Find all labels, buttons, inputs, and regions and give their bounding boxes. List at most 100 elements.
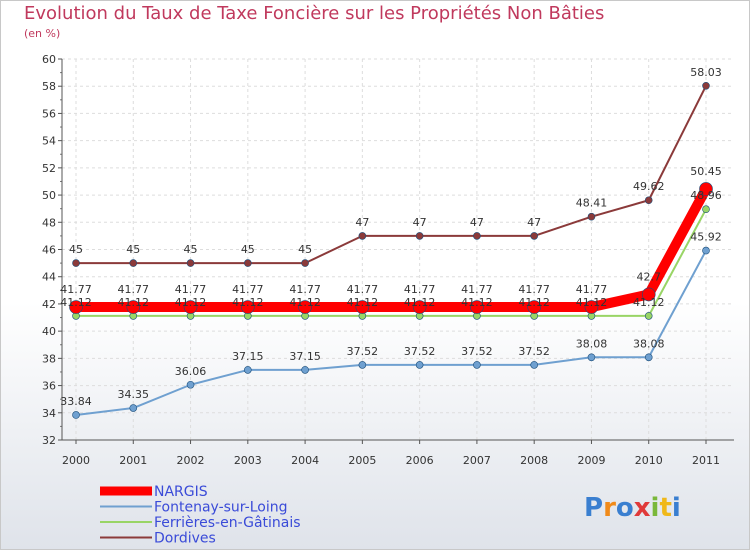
data-label: 41.12 <box>347 296 379 309</box>
x-tick-label: 2003 <box>234 454 262 467</box>
data-label: 45 <box>241 243 255 256</box>
y-tick-label: 58 <box>42 80 56 93</box>
data-label: 37.15 <box>289 350 321 363</box>
y-tick-label: 46 <box>42 244 56 257</box>
data-label: 41.77 <box>289 283 321 296</box>
data-label: 38.08 <box>633 337 665 350</box>
data-label: 45 <box>184 243 198 256</box>
data-point <box>129 404 138 412</box>
data-label: 41.12 <box>461 296 493 309</box>
data-point <box>72 411 80 419</box>
chart-subtitle: (en %) <box>24 27 61 40</box>
proxiti-logo: Proxiti <box>584 493 681 523</box>
data-label: 37.15 <box>232 350 264 363</box>
x-tick-label: 2008 <box>520 454 548 467</box>
data-label: 41.77 <box>576 283 608 296</box>
data-label: 41.12 <box>175 296 207 309</box>
data-label: 49.62 <box>633 180 665 193</box>
series-line-dordives <box>75 84 707 265</box>
legend-label: Dordives <box>154 531 216 547</box>
x-tick-label: 2002 <box>177 454 205 467</box>
data-point <box>415 361 424 369</box>
y-axis-ticks: 32 34 36 38 40 42 44 46 48 50 52 54 56 58 60 <box>42 53 56 447</box>
y-tick-label: 34 <box>42 407 56 420</box>
y-tick-label: 40 <box>42 325 56 338</box>
data-point <box>355 300 370 314</box>
data-label: 48.41 <box>576 197 608 210</box>
data-point <box>72 259 80 267</box>
data-label: 41.77 <box>461 283 493 296</box>
data-point <box>530 361 538 369</box>
legend-label: Ferrières-en-Gâtinais <box>154 515 301 531</box>
data-label: 41.12 <box>289 296 321 309</box>
x-tick-label: 2011 <box>692 454 720 467</box>
data-point <box>587 212 596 221</box>
data-label: 41.12 <box>518 296 550 309</box>
data-point <box>584 300 599 314</box>
data-label: 38.08 <box>576 337 608 350</box>
data-label: 45 <box>298 243 312 256</box>
data-label: 47 <box>527 216 541 229</box>
data-point <box>644 196 653 205</box>
data-label: 37.52 <box>461 345 493 358</box>
logo-text: Proxiti <box>584 493 681 523</box>
y-tick-label: 48 <box>42 216 56 229</box>
y-tick-label: 44 <box>42 271 56 284</box>
x-tick-label: 2007 <box>463 454 491 467</box>
data-label: 37.52 <box>347 345 379 358</box>
data-point <box>183 300 198 314</box>
y-tick-label: 50 <box>42 189 56 202</box>
y-tick-label: 52 <box>42 162 56 175</box>
data-point <box>702 82 710 90</box>
data-label: 36.06 <box>175 365 207 378</box>
data-point <box>358 232 367 240</box>
data-label: 41.77 <box>118 283 150 296</box>
data-label: 47 <box>470 216 484 229</box>
data-point <box>244 259 252 267</box>
y-tick-label: 56 <box>42 107 56 120</box>
series-line-nargis <box>71 183 711 313</box>
data-label: 41.12 <box>60 296 92 309</box>
series-line-fontenay-sur-loing <box>75 249 707 416</box>
data-label: 41.12 <box>232 296 264 309</box>
data-label: 34.35 <box>118 388 150 401</box>
data-label: 42.7 <box>636 270 661 283</box>
grid-lines <box>62 58 734 441</box>
data-point <box>699 182 713 196</box>
data-label: 41.12 <box>118 296 150 309</box>
data-label: 37.52 <box>404 345 436 358</box>
data-point <box>186 380 195 389</box>
y-tick-label: 42 <box>42 298 56 311</box>
x-tick-label: 2006 <box>406 454 434 467</box>
data-label: 41.77 <box>518 283 550 296</box>
data-point <box>702 205 710 214</box>
data-label: 41.77 <box>347 283 379 296</box>
y-tick-label: 60 <box>42 53 56 66</box>
data-point <box>126 300 141 314</box>
data-label: 41.12 <box>576 296 608 309</box>
y-tick-label: 54 <box>42 135 56 148</box>
x-tick-label: 2004 <box>291 454 319 467</box>
data-label: 47 <box>413 216 427 229</box>
data-point <box>473 361 481 369</box>
legend-label: NARGIS <box>154 484 208 500</box>
data-label: 41.77 <box>175 283 207 296</box>
y-tick-label: 36 <box>42 380 56 393</box>
data-point <box>69 300 83 314</box>
data-point <box>641 287 656 302</box>
series-line-ferri-res-en-g-tinais <box>75 208 707 317</box>
data-point <box>702 246 710 255</box>
data-point <box>301 259 309 267</box>
legend: NARGISFontenay-sur-LoingFerrières-en-Gât… <box>100 484 301 547</box>
data-point <box>186 259 195 267</box>
data-point <box>358 361 367 369</box>
data-point <box>241 300 255 314</box>
data-label: 41.12 <box>633 296 665 309</box>
data-label: 58.03 <box>690 66 722 79</box>
x-axis-ticks: 2000 2001 2002 2003 2004 2005 2006 2007 2008 2009… <box>62 454 720 467</box>
data-point <box>644 353 653 362</box>
data-labels: 41.77 41.77 41.77 41.77 41.77 41.77 41.77 41.77… <box>60 66 722 408</box>
data-point <box>587 353 596 362</box>
x-tick-label: 2000 <box>62 454 90 467</box>
